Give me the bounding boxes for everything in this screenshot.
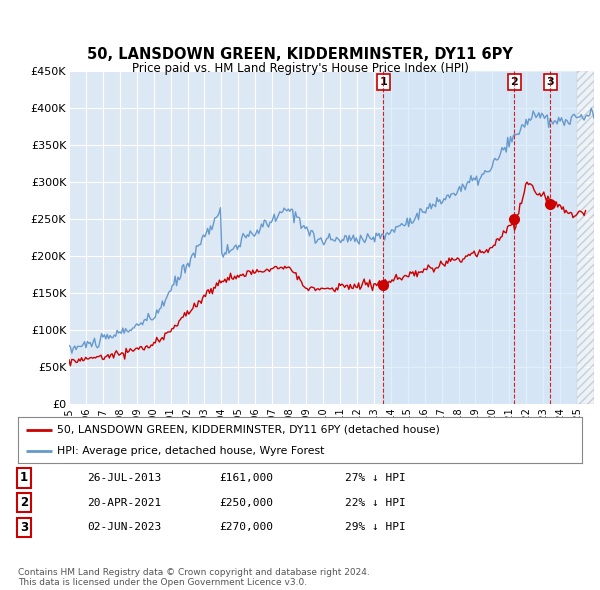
Text: 50, LANSDOWN GREEN, KIDDERMINSTER, DY11 6PY (detached house): 50, LANSDOWN GREEN, KIDDERMINSTER, DY11 … xyxy=(58,425,440,435)
Text: 1: 1 xyxy=(380,77,388,87)
Text: 20-APR-2021: 20-APR-2021 xyxy=(87,498,161,507)
Text: £270,000: £270,000 xyxy=(219,523,273,532)
Bar xyxy=(577,71,594,404)
Text: £161,000: £161,000 xyxy=(219,473,273,483)
Text: HPI: Average price, detached house, Wyre Forest: HPI: Average price, detached house, Wyre… xyxy=(58,445,325,455)
Text: Contains HM Land Registry data © Crown copyright and database right 2024.
This d: Contains HM Land Registry data © Crown c… xyxy=(18,568,370,587)
Text: 2: 2 xyxy=(511,77,518,87)
Text: 02-JUN-2023: 02-JUN-2023 xyxy=(87,523,161,532)
Text: 27% ↓ HPI: 27% ↓ HPI xyxy=(345,473,406,483)
Bar xyxy=(383,71,586,404)
Text: 29% ↓ HPI: 29% ↓ HPI xyxy=(345,523,406,532)
Text: Price paid vs. HM Land Registry's House Price Index (HPI): Price paid vs. HM Land Registry's House … xyxy=(131,62,469,75)
Text: 50, LANSDOWN GREEN, KIDDERMINSTER, DY11 6PY: 50, LANSDOWN GREEN, KIDDERMINSTER, DY11 … xyxy=(87,47,513,62)
Text: 22% ↓ HPI: 22% ↓ HPI xyxy=(345,498,406,507)
Text: 3: 3 xyxy=(20,521,28,534)
Text: £250,000: £250,000 xyxy=(219,498,273,507)
Text: 2: 2 xyxy=(20,496,28,509)
Text: 3: 3 xyxy=(547,77,554,87)
Text: 26-JUL-2013: 26-JUL-2013 xyxy=(87,473,161,483)
Text: 1: 1 xyxy=(20,471,28,484)
